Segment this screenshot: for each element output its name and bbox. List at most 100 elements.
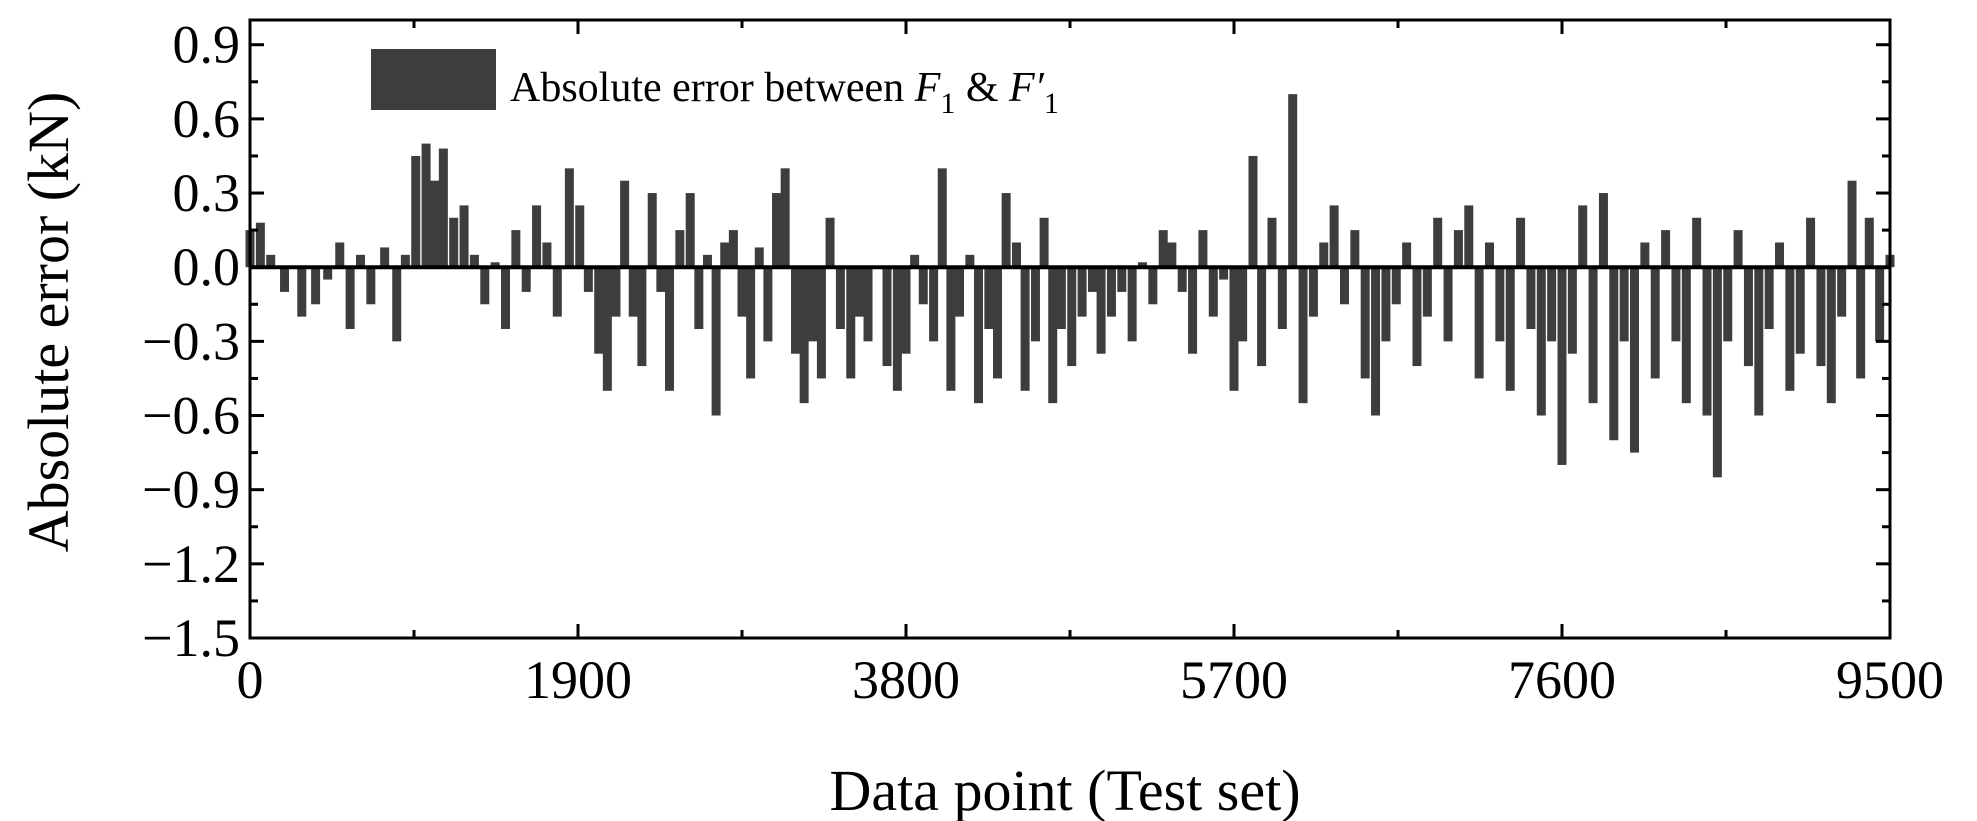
error-series — [245, 94, 1895, 478]
x-tick-label: 0 — [237, 650, 264, 710]
error-bar-128 — [1516, 217, 1526, 268]
error-bar-58 — [825, 217, 835, 268]
error-bar-118 — [1412, 267, 1422, 367]
error-bar-92 — [1148, 267, 1158, 305]
error-bar-83 — [1056, 267, 1066, 329]
x-tick-label: 1900 — [524, 650, 632, 710]
error-bar-7 — [335, 242, 345, 268]
error-bar-43 — [694, 267, 704, 329]
error-bar-10 — [366, 267, 376, 305]
error-bar-96 — [1188, 267, 1198, 354]
error-bar-112 — [1350, 230, 1360, 268]
error-bar-144 — [1681, 267, 1691, 404]
error-bar-19 — [459, 205, 469, 268]
error-bar-53 — [780, 168, 790, 268]
x-tick-label: 3800 — [852, 650, 960, 710]
error-bar-32 — [594, 267, 604, 354]
error-bar-54 — [791, 267, 801, 354]
error-bar-48 — [737, 267, 747, 317]
error-bar-4 — [297, 267, 307, 317]
error-bar-37 — [637, 267, 647, 367]
error-bar-27 — [542, 242, 552, 268]
error-bar-25 — [521, 267, 531, 292]
error-bar-29 — [564, 168, 574, 268]
error-bar-64 — [882, 267, 892, 367]
error-bar-163 — [1875, 267, 1885, 342]
error-bar-1 — [255, 222, 265, 268]
error-bar-123 — [1464, 205, 1474, 268]
error-bar-103 — [1257, 267, 1267, 367]
y-tick-label: −0.9 — [142, 460, 240, 520]
error-bar-76 — [992, 267, 1002, 379]
error-bar-18 — [449, 217, 459, 268]
error-bar-138 — [1619, 267, 1629, 342]
error-bar-14 — [411, 155, 421, 268]
error-bar-3 — [280, 267, 290, 292]
error-bar-106 — [1288, 94, 1298, 268]
error-bar-86 — [1087, 267, 1097, 292]
error-bar-137 — [1609, 267, 1619, 441]
error-bar-70 — [937, 168, 947, 268]
error-bar-155 — [1795, 267, 1805, 354]
error-bar-59 — [835, 267, 845, 329]
error-bar-160 — [1847, 180, 1857, 268]
error-bar-75 — [984, 267, 994, 329]
error-bar-98 — [1208, 267, 1218, 317]
error-bar-148 — [1723, 267, 1733, 342]
error-bar-126 — [1495, 267, 1505, 342]
error-bar-16 — [430, 180, 440, 268]
error-bar-57 — [816, 267, 826, 379]
error-bar-147 — [1712, 267, 1722, 478]
y-tick-label: −0.3 — [142, 311, 240, 371]
error-bar-28 — [552, 267, 562, 317]
error-bar-105 — [1277, 267, 1287, 329]
error-bar-97 — [1198, 230, 1208, 268]
legend-f1-prime-sub: 1 — [1044, 87, 1059, 120]
x-tick-label: 5700 — [1180, 650, 1288, 710]
error-bar-111 — [1339, 267, 1349, 305]
error-bar-30 — [575, 205, 585, 268]
error-bar-150 — [1743, 267, 1753, 367]
error-bar-56 — [808, 267, 818, 342]
error-bar-45 — [711, 267, 721, 416]
error-bar-74 — [974, 267, 984, 404]
error-bar-85 — [1077, 267, 1087, 317]
error-bar-154 — [1785, 267, 1795, 391]
error-bar-44 — [702, 254, 712, 268]
error-bar-12 — [392, 267, 402, 342]
error-bar-61 — [854, 267, 864, 317]
error-bar-62 — [863, 267, 873, 342]
error-bar-115 — [1381, 267, 1391, 342]
error-bar-24 — [511, 230, 521, 268]
error-bar-143 — [1671, 267, 1681, 342]
error-bar-110 — [1329, 205, 1339, 268]
y-tick-label: −1.5 — [142, 608, 240, 668]
error-bar-51 — [763, 267, 773, 342]
y-axis-title: Absolute error (kN) — [16, 92, 81, 553]
legend-f1: F — [914, 65, 941, 111]
error-bar-122 — [1453, 230, 1463, 268]
error-bar-91 — [1138, 262, 1148, 268]
error-bar-93 — [1158, 230, 1168, 268]
error-bar-22 — [490, 262, 500, 268]
error-bar-88 — [1106, 267, 1116, 317]
error-bar-26 — [532, 205, 542, 268]
error-bar-125 — [1484, 242, 1494, 268]
error-bar-94 — [1167, 242, 1177, 268]
legend-prefix: Absolute error between — [510, 65, 915, 111]
error-bar-34 — [611, 267, 621, 317]
error-bar-21 — [480, 267, 490, 305]
error-bar-73 — [965, 254, 975, 268]
error-bar-15 — [421, 143, 431, 268]
error-bar-153 — [1775, 242, 1785, 268]
error-bar-116 — [1391, 267, 1401, 305]
error-bar-104 — [1267, 217, 1277, 268]
error-bar-132 — [1557, 267, 1567, 465]
error-bar-66 — [901, 267, 911, 354]
error-bar-124 — [1474, 267, 1484, 379]
error-bar-40 — [664, 267, 674, 391]
legend-f1-sub: 1 — [940, 87, 955, 120]
error-bar-20 — [469, 254, 479, 268]
x-tick-label: 9500 — [1836, 650, 1944, 710]
